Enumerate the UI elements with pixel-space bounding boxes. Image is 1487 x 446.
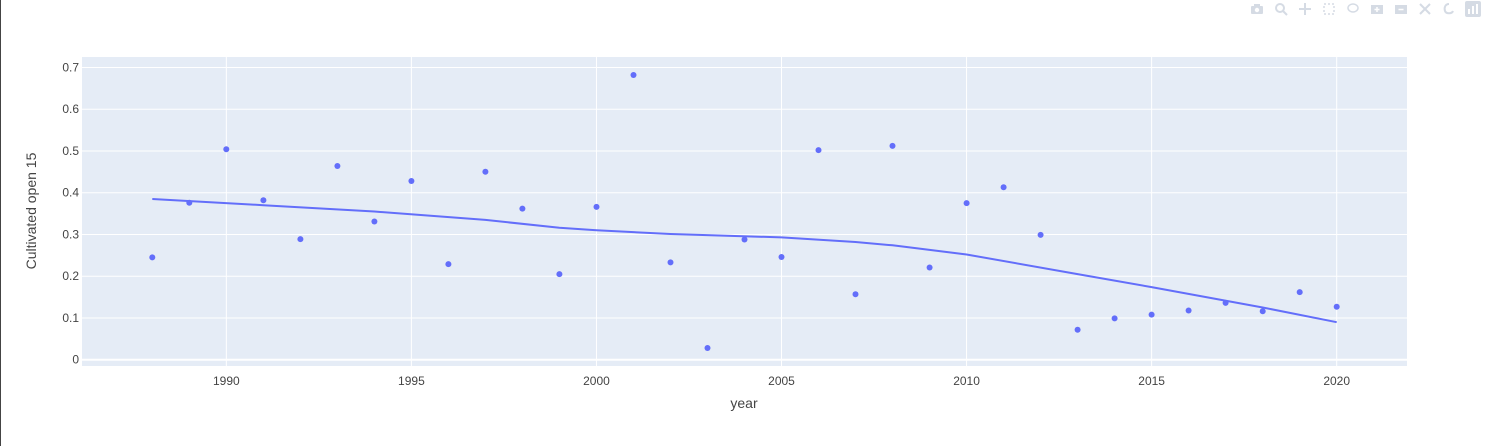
- data-point[interactable]: [926, 264, 933, 271]
- zoom-icon[interactable]: [1273, 1, 1289, 17]
- y-tick-labels: 0 0.1 0.2 0.3 0.4 0.5 0.6 0.7: [62, 60, 79, 366]
- data-point[interactable]: [334, 163, 341, 169]
- x-tick-label: 2020: [1323, 374, 1350, 388]
- data-point[interactable]: [1296, 289, 1303, 296]
- data-point[interactable]: [297, 236, 304, 243]
- x-tick-labels: 1990 1995 2000 2005 2010 2015 2020: [213, 374, 1350, 388]
- x-tick-label: 1990: [213, 374, 240, 388]
- pan-icon[interactable]: [1297, 1, 1313, 17]
- data-point[interactable]: [1037, 231, 1044, 238]
- data-point[interactable]: [1111, 315, 1118, 322]
- data-point[interactable]: [704, 345, 711, 351]
- series-layer: [149, 72, 1340, 351]
- x-gridlines: [225, 57, 1338, 366]
- data-point[interactable]: [519, 205, 526, 212]
- modebar: [1249, 0, 1481, 18]
- y-tick-label: 0.4: [62, 186, 79, 200]
- x-tick-label: 2010: [953, 374, 980, 388]
- data-point[interactable]: [1148, 311, 1155, 318]
- plot-area[interactable]: [82, 57, 1407, 366]
- y-gridlines: [82, 66, 1407, 361]
- x-tick-label: 2005: [768, 374, 795, 388]
- box-select-icon[interactable]: [1321, 1, 1337, 17]
- plotly-logo-icon[interactable]: [1465, 1, 1481, 17]
- y-tick-label: 0.5: [62, 144, 79, 158]
- reset-axes-icon[interactable]: [1441, 1, 1457, 17]
- camera-icon[interactable]: [1249, 1, 1265, 17]
- y-axis-title: Cultivated open 15: [23, 152, 39, 269]
- x-tick-label: 2015: [1138, 374, 1165, 388]
- autoscale-icon[interactable]: [1417, 1, 1433, 17]
- zoom-out-icon[interactable]: [1393, 1, 1409, 17]
- y-tick-label: 0.1: [62, 311, 79, 325]
- data-point[interactable]: [408, 178, 415, 184]
- zoom-in-icon[interactable]: [1369, 1, 1385, 17]
- data-point[interactable]: [1000, 184, 1007, 191]
- data-point[interactable]: [815, 147, 822, 154]
- trend-line: [152, 198, 1337, 324]
- data-point[interactable]: [1222, 299, 1229, 306]
- x-tick-label: 1995: [398, 374, 425, 388]
- data-point[interactable]: [223, 146, 230, 153]
- data-point[interactable]: [556, 271, 563, 278]
- data-point[interactable]: [1185, 307, 1192, 314]
- y-tick-label: 0.7: [62, 60, 79, 74]
- data-point[interactable]: [852, 291, 859, 298]
- x-axis-title: year: [730, 395, 758, 411]
- data-point[interactable]: [445, 261, 452, 268]
- y-tick-label: 0.3: [62, 227, 79, 241]
- data-point[interactable]: [778, 254, 785, 260]
- data-point[interactable]: [1074, 326, 1081, 333]
- data-point[interactable]: [149, 254, 156, 261]
- data-point[interactable]: [482, 168, 489, 175]
- data-point[interactable]: [741, 236, 748, 243]
- data-point[interactable]: [630, 72, 637, 78]
- y-tick-label: 0: [72, 353, 79, 367]
- x-tick-label: 2000: [583, 374, 610, 388]
- data-point[interactable]: [371, 218, 378, 225]
- lasso-icon[interactable]: [1345, 1, 1361, 17]
- data-point[interactable]: [593, 203, 600, 210]
- data-point[interactable]: [963, 200, 970, 207]
- data-point[interactable]: [667, 259, 674, 266]
- data-point[interactable]: [260, 197, 267, 204]
- y-tick-label: 0.2: [62, 269, 79, 283]
- data-point[interactable]: [1333, 303, 1340, 310]
- data-point[interactable]: [186, 199, 193, 206]
- data-point[interactable]: [889, 142, 896, 149]
- data-point[interactable]: [1259, 308, 1266, 315]
- y-tick-label: 0.6: [62, 102, 79, 116]
